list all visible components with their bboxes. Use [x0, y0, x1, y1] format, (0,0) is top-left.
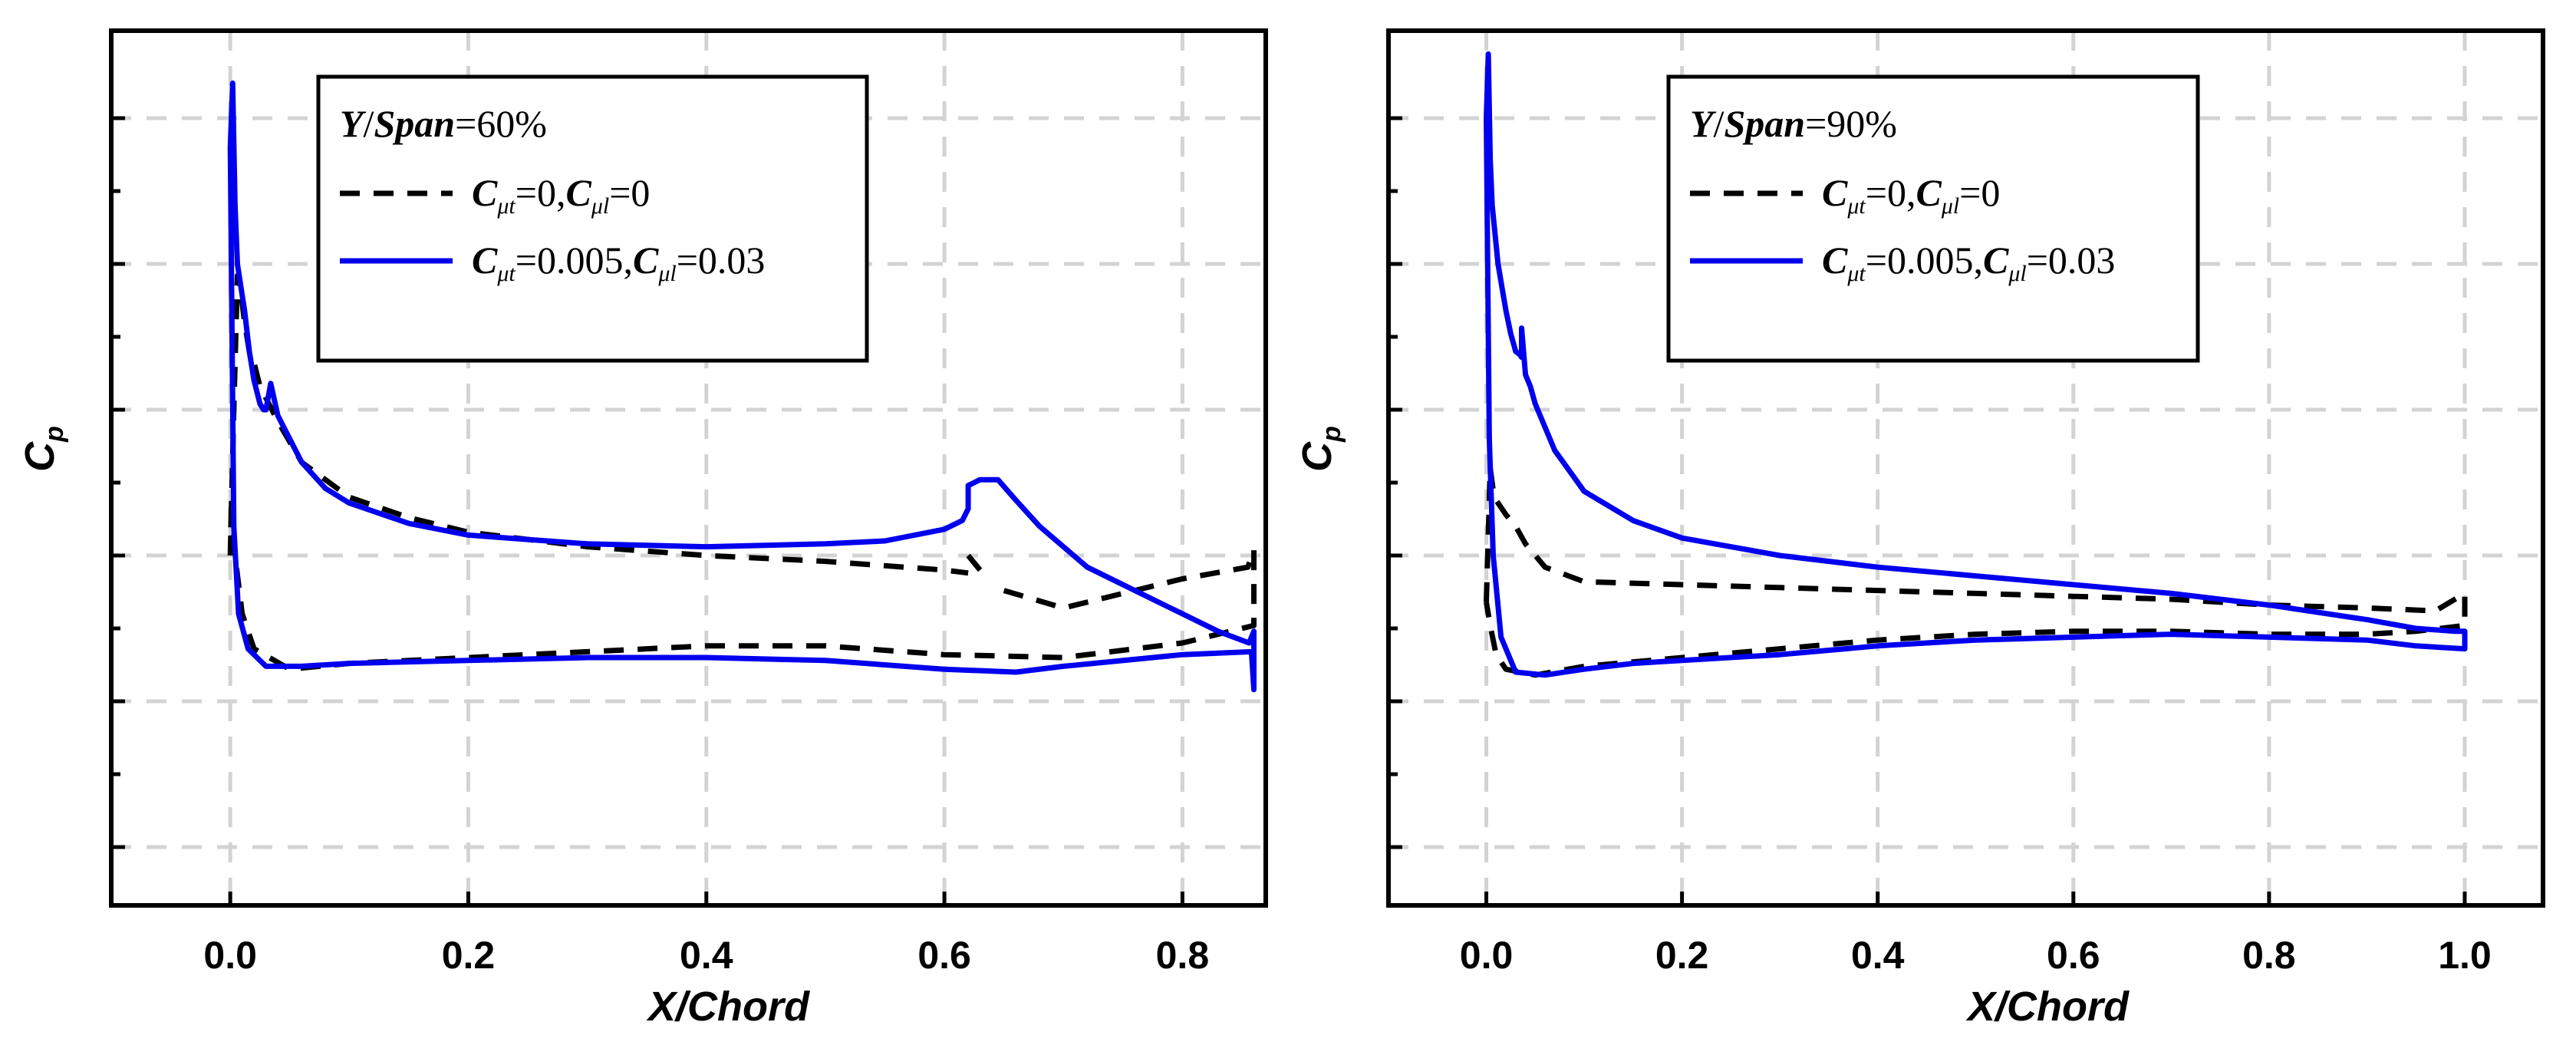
legend-box: [1666, 74, 2200, 363]
plot-frame: [109, 28, 1268, 908]
legend-entry-label: Cμt=0.005,Cμl=0.03: [472, 239, 765, 286]
legend-box: [316, 74, 869, 363]
legend-value: =0.03: [677, 239, 766, 282]
x-axis-title: X/Chord: [646, 984, 810, 1030]
legend-heading: Y/Span=60%: [340, 102, 547, 145]
legend-c: C: [633, 239, 659, 282]
legend-c: C: [1822, 239, 1848, 282]
legend-value: =0,: [516, 171, 566, 214]
right-chart-panel: 0.0 0.2 0.4 0.6 0.8 1.0Y/Span=90%Cμt=0,Cμl=0C…: [1294, 28, 2545, 1030]
x-tick-label: 0.0: [203, 934, 257, 977]
legend-entry-label: Cμt=0.005,Cμl=0.03: [1822, 239, 2115, 286]
x-tick-label: 0.4: [1851, 934, 1905, 977]
legend-c: C: [472, 171, 498, 214]
legend-value: =0,: [1866, 171, 1916, 214]
x-tick-label: 0.0: [1460, 934, 1514, 977]
legend-entry-label: Cμt=0,Cμl=0: [1822, 171, 2000, 219]
x-tick-label: 0.4: [680, 934, 733, 977]
legend-sub: μl: [1941, 193, 1959, 219]
legend-c: C: [1822, 171, 1848, 214]
legend-value: =0.005,: [516, 239, 633, 282]
legend-value: =0: [1959, 171, 2000, 214]
x-tick-label: 0.2: [1655, 934, 1709, 977]
y-axis-title-main: C: [17, 441, 63, 472]
left-chart-panel: 0.0 0.2 0.4 0.6 0.8Y/Span=60%Cμt=0,Cμl=0Cμt=…: [17, 28, 1268, 1030]
x-tick-label: 0.8: [2242, 934, 2296, 977]
series-line-blowing: [1484, 51, 2468, 678]
legend-heading-y: Y: [1690, 102, 1717, 145]
legend-heading-value: =90%: [1805, 102, 1897, 145]
y-axis-title: Cp: [17, 426, 69, 472]
legend-heading-span: Span: [1724, 102, 1805, 145]
legend-sub: μl: [657, 261, 676, 286]
legend-entry-label: Cμt=0,Cμl=0: [472, 171, 650, 219]
x-tick-label: 0.8: [1156, 934, 1210, 977]
legend-heading: Y/Span=90%: [1690, 102, 1897, 145]
series-line-baseline: [1484, 465, 2468, 678]
legend-value: =0.005,: [1866, 239, 1983, 282]
legend-c: C: [1916, 171, 1942, 214]
x-tick-label: 1.0: [2438, 934, 2492, 977]
series-line-blowing: [227, 80, 1257, 693]
legend-c: C: [472, 239, 498, 282]
legend-sub: μt: [496, 261, 516, 286]
legend-sub: μt: [496, 193, 516, 219]
legend-sub: μl: [591, 193, 609, 219]
y-axis-title-main: C: [1294, 441, 1340, 472]
legend-sub: μl: [2008, 261, 2026, 286]
legend-c: C: [1983, 239, 2009, 282]
legend-heading-y: Y: [340, 102, 367, 145]
x-tick-label: 0.6: [2047, 934, 2100, 977]
x-axis-title: X/Chord: [1965, 984, 2130, 1030]
y-axis-title-sub: p: [1317, 426, 1346, 443]
legend-value: =0.03: [2027, 239, 2116, 282]
x-tick-label: 0.6: [917, 934, 971, 977]
legend-heading-value: =60%: [455, 102, 547, 145]
legend-value: =0: [609, 171, 650, 214]
legend-sub: μt: [1846, 193, 1866, 219]
x-tick-label: 0.2: [442, 934, 496, 977]
legend-c: C: [565, 171, 591, 214]
legend-heading-span: Span: [374, 102, 455, 145]
y-axis-title: Cp: [1294, 426, 1346, 472]
legend-heading-sep: /: [1714, 102, 1724, 145]
legend-heading-sep: /: [364, 102, 374, 145]
y-axis-title-sub: p: [40, 426, 69, 443]
legend-sub: μt: [1846, 261, 1866, 286]
plot-frame: [1386, 28, 2545, 908]
